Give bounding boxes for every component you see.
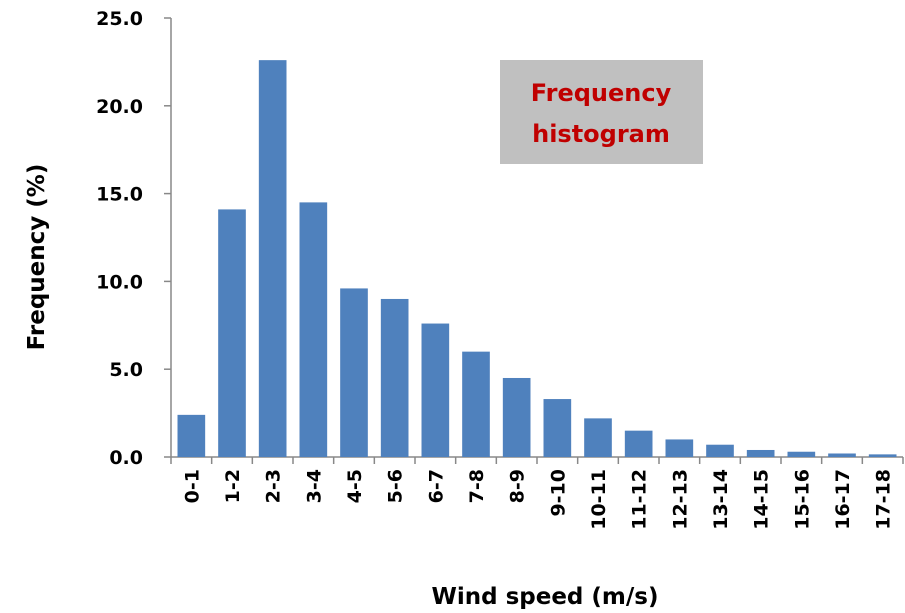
bar-11-12 — [624, 430, 653, 457]
x-tick-label: 7-8 — [466, 469, 488, 503]
histogram-bars — [177, 60, 897, 457]
bar-12-13 — [665, 439, 694, 457]
bar-4-5 — [340, 288, 368, 457]
bar-2-3 — [258, 60, 287, 457]
bar-1-2 — [218, 209, 246, 457]
x-tick-label: 15-16 — [791, 469, 813, 530]
annotation-background — [500, 60, 703, 164]
y-tick-label: 15.0 — [96, 184, 143, 206]
x-tick-label: 14-15 — [751, 469, 773, 530]
bar-6-7 — [421, 323, 450, 457]
x-tick-label: 17-18 — [873, 469, 895, 530]
bar-14-15 — [746, 449, 775, 457]
bar-17-18 — [868, 454, 897, 457]
bar-15-16 — [787, 451, 816, 457]
x-tick-label: 3-4 — [303, 469, 325, 503]
bar-9-10 — [543, 399, 572, 457]
x-axis-ticks: 0-1 1-2 2-3 3-4 4-5 5-6 6-7 7-8 8-9 9-10 10-11 11-1… — [170, 457, 904, 530]
y-tick-label: 5.0 — [109, 359, 143, 381]
x-axis-title: Wind speed (m/s) — [431, 584, 658, 610]
y-axis-title: Frequency (%) — [24, 164, 50, 351]
annotation-box: Frequency histogram — [500, 60, 703, 164]
annotation-line-1: Frequency — [531, 79, 672, 107]
bar-13-14 — [706, 444, 734, 457]
x-tick-label: 2-3 — [263, 469, 285, 503]
x-tick-label: 8-9 — [507, 469, 529, 503]
x-tick-label: 4-5 — [344, 469, 366, 503]
x-tick-label: 11-12 — [629, 469, 651, 530]
bar-5-6 — [380, 298, 409, 457]
bar-8-9 — [502, 377, 531, 457]
x-tick-label: 6-7 — [425, 469, 447, 503]
bar-10-11 — [584, 418, 612, 457]
bar-3-4 — [299, 202, 328, 457]
y-axis-ticks: 0.0 5.0 10.0 15.0 20.0 25.0 — [96, 8, 171, 469]
y-tick-label: 0.0 — [109, 447, 143, 469]
y-tick-label: 20.0 — [96, 96, 143, 118]
bar-0-1 — [177, 414, 206, 457]
x-tick-label: 0-1 — [181, 469, 203, 503]
bar-7-8 — [462, 351, 490, 457]
x-tick-label: 9-10 — [547, 469, 569, 517]
x-tick-label: 1-2 — [222, 469, 244, 503]
bar-16-17 — [828, 453, 856, 457]
x-tick-label: 10-11 — [588, 469, 610, 530]
x-tick-label: 13-14 — [710, 469, 732, 530]
x-tick-label: 12-13 — [669, 469, 691, 530]
x-tick-label: 16-17 — [832, 469, 854, 530]
x-tick-label: 5-6 — [385, 469, 407, 503]
y-tick-label: 25.0 — [96, 8, 143, 30]
y-tick-label: 10.0 — [96, 271, 143, 293]
annotation-line-2: histogram — [532, 120, 670, 148]
